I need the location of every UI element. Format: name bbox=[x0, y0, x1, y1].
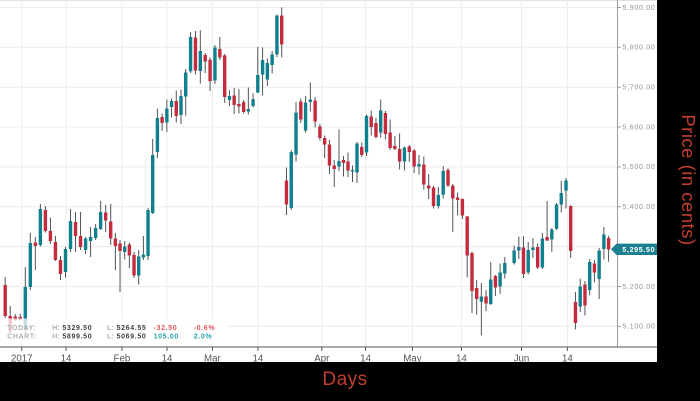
svg-text:2.0%: 2.0% bbox=[194, 334, 213, 341]
svg-text:Jun: Jun bbox=[514, 353, 530, 362]
svg-text:14: 14 bbox=[253, 353, 264, 362]
svg-text:14: 14 bbox=[456, 353, 467, 362]
svg-text:14: 14 bbox=[162, 353, 173, 362]
svg-text:H:: H: bbox=[52, 325, 59, 332]
svg-text:5069.50: 5069.50 bbox=[117, 334, 147, 341]
svg-text:2017: 2017 bbox=[11, 353, 33, 362]
svg-text:Mar: Mar bbox=[204, 353, 221, 362]
svg-text:14: 14 bbox=[360, 353, 371, 362]
svg-text:5329.50: 5329.50 bbox=[62, 325, 92, 332]
svg-text:5,500.00: 5,500.00 bbox=[623, 164, 656, 171]
svg-text:5264.55: 5264.55 bbox=[117, 325, 147, 332]
svg-text:105.00: 105.00 bbox=[154, 334, 179, 341]
svg-text:5,100.00: 5,100.00 bbox=[623, 324, 656, 331]
svg-text:5899.50: 5899.50 bbox=[62, 334, 92, 341]
svg-text:5,900.00: 5,900.00 bbox=[623, 5, 656, 12]
svg-text:5,600.00: 5,600.00 bbox=[623, 124, 656, 131]
svg-text:5,295.50: 5,295.50 bbox=[622, 245, 655, 254]
svg-text:14: 14 bbox=[61, 353, 72, 362]
svg-text:H:: H: bbox=[52, 334, 59, 341]
svg-text:5,800.00: 5,800.00 bbox=[623, 45, 656, 52]
svg-text:L:: L: bbox=[107, 325, 114, 332]
svg-text:5,200.00: 5,200.00 bbox=[623, 284, 656, 291]
svg-text:5,400.00: 5,400.00 bbox=[623, 204, 656, 211]
svg-text:Feb: Feb bbox=[114, 353, 131, 362]
svg-text:-0.6%: -0.6% bbox=[194, 325, 216, 332]
svg-text:Apr: Apr bbox=[314, 353, 330, 362]
svg-text:May: May bbox=[403, 353, 421, 362]
svg-text:5,700.00: 5,700.00 bbox=[623, 85, 656, 92]
svg-text:TODAY:: TODAY: bbox=[7, 325, 36, 332]
svg-text:14: 14 bbox=[562, 353, 573, 362]
svg-text:CHART:: CHART: bbox=[7, 334, 36, 341]
svg-text:L:: L: bbox=[107, 334, 114, 341]
svg-text:-32.50: -32.50 bbox=[154, 325, 178, 332]
